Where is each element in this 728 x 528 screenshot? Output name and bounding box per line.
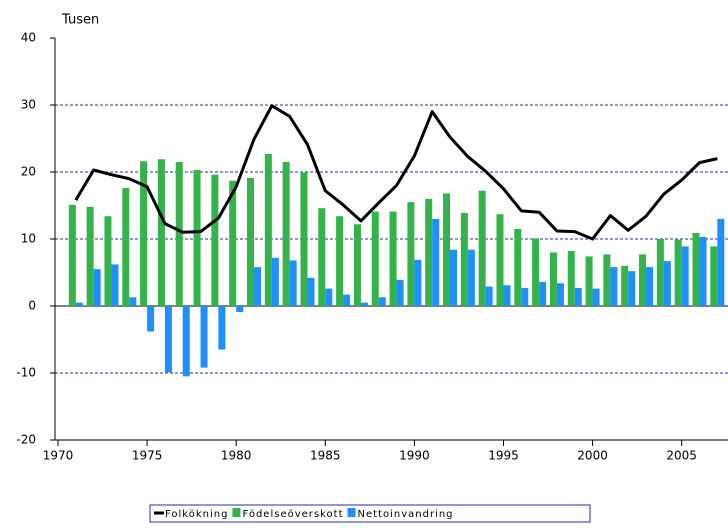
y-axis-label: Tusen bbox=[61, 13, 99, 28]
x-tick-label: 1990 bbox=[399, 449, 430, 463]
bar bbox=[621, 265, 629, 306]
bar bbox=[585, 256, 593, 306]
bar bbox=[432, 218, 440, 306]
legend-label: Födelseöverskott bbox=[242, 509, 343, 520]
bar bbox=[86, 206, 94, 306]
bar bbox=[450, 249, 458, 306]
bar bbox=[514, 228, 522, 306]
bar bbox=[175, 161, 183, 306]
x-tick-label: 1970 bbox=[43, 449, 74, 463]
bar bbox=[318, 208, 326, 306]
bar bbox=[646, 267, 654, 306]
y-tick-label: -10 bbox=[16, 366, 36, 380]
bar bbox=[717, 218, 725, 306]
x-tick-label: 2005 bbox=[666, 449, 697, 463]
bar bbox=[639, 254, 647, 306]
x-tick-label: 1975 bbox=[132, 449, 163, 463]
bar bbox=[592, 288, 600, 306]
bar bbox=[378, 297, 386, 306]
bar bbox=[104, 216, 112, 306]
bar bbox=[211, 174, 219, 306]
bar bbox=[710, 246, 718, 306]
bar bbox=[603, 254, 611, 306]
bar bbox=[336, 216, 344, 306]
bar bbox=[692, 232, 700, 306]
bar bbox=[503, 285, 511, 306]
bar bbox=[289, 260, 297, 306]
y-tick-label: 40 bbox=[21, 31, 36, 45]
legend-swatch bbox=[232, 508, 241, 517]
bar bbox=[414, 259, 422, 306]
bar bbox=[496, 214, 504, 306]
bar bbox=[325, 288, 333, 306]
bar bbox=[443, 193, 451, 306]
bar bbox=[674, 239, 682, 306]
bar bbox=[75, 302, 83, 306]
bar bbox=[236, 306, 244, 313]
x-tick-label: 1980 bbox=[221, 449, 252, 463]
bar bbox=[360, 302, 368, 306]
bar bbox=[93, 269, 101, 306]
y-tick-label: 0 bbox=[28, 299, 36, 313]
bar bbox=[307, 277, 315, 306]
bar bbox=[460, 212, 468, 306]
bar bbox=[111, 264, 119, 306]
bar bbox=[164, 306, 172, 373]
bar bbox=[147, 306, 155, 332]
bar bbox=[539, 281, 547, 306]
bar bbox=[247, 178, 255, 306]
y-tick-label: -20 bbox=[16, 433, 36, 447]
bar bbox=[478, 190, 486, 306]
bar bbox=[425, 198, 433, 306]
bar bbox=[140, 161, 148, 306]
bar bbox=[300, 172, 308, 306]
bar bbox=[556, 283, 564, 306]
legend-swatch bbox=[347, 508, 356, 517]
legend-label: Folkökning bbox=[165, 509, 228, 520]
bar bbox=[229, 180, 237, 306]
bar bbox=[656, 239, 664, 306]
bar bbox=[699, 236, 707, 306]
y-tick-label: 30 bbox=[21, 98, 36, 112]
legend-box bbox=[149, 504, 591, 523]
x-tick-label: 1985 bbox=[310, 449, 341, 463]
bar bbox=[343, 294, 351, 306]
bar bbox=[182, 306, 190, 377]
bar bbox=[129, 297, 137, 306]
x-tick-label: 1995 bbox=[488, 449, 519, 463]
bar bbox=[254, 267, 262, 306]
bar bbox=[532, 238, 540, 306]
bar bbox=[264, 153, 272, 306]
bar bbox=[485, 286, 493, 306]
y-tick-label: 20 bbox=[21, 165, 36, 179]
bar bbox=[521, 287, 529, 306]
bar bbox=[68, 204, 76, 306]
bar bbox=[407, 202, 415, 306]
bar bbox=[467, 249, 475, 306]
bar bbox=[610, 267, 618, 306]
bar bbox=[157, 159, 165, 306]
bar bbox=[371, 211, 379, 306]
bar bbox=[122, 188, 130, 306]
x-tick-label: 2000 bbox=[577, 449, 608, 463]
bar bbox=[663, 261, 671, 306]
bar bbox=[389, 211, 397, 306]
line bbox=[74, 104, 718, 241]
legend-label: Nettoinvandring bbox=[358, 509, 454, 520]
bar bbox=[549, 252, 557, 306]
bar bbox=[396, 279, 404, 306]
bar bbox=[574, 287, 582, 306]
y-tick-label: 10 bbox=[21, 232, 36, 246]
bar bbox=[271, 257, 279, 306]
bar bbox=[567, 251, 575, 306]
bar bbox=[681, 246, 689, 306]
bar bbox=[628, 271, 636, 306]
bar bbox=[282, 161, 290, 306]
bar bbox=[353, 224, 361, 306]
bar bbox=[193, 169, 201, 306]
bar bbox=[200, 306, 208, 368]
bar bbox=[218, 306, 226, 350]
